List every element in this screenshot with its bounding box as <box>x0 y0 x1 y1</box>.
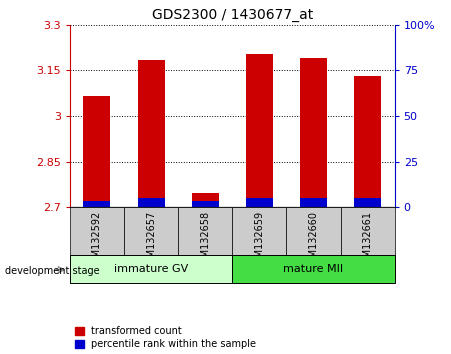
Bar <box>138 60 165 207</box>
Bar <box>232 255 395 283</box>
Bar <box>70 207 124 255</box>
Bar <box>70 255 232 283</box>
Bar <box>341 207 395 255</box>
Bar <box>300 198 327 207</box>
Text: mature MII: mature MII <box>283 264 344 274</box>
Bar <box>178 207 232 255</box>
Text: GSM132659: GSM132659 <box>254 211 264 270</box>
Bar <box>83 96 110 207</box>
Bar <box>138 198 165 207</box>
Bar <box>354 76 381 207</box>
Text: GSM132592: GSM132592 <box>92 211 102 270</box>
Bar <box>300 58 327 207</box>
Bar <box>192 193 219 207</box>
Text: GSM132657: GSM132657 <box>146 211 156 270</box>
Text: immature GV: immature GV <box>114 264 188 274</box>
Bar <box>286 207 341 255</box>
Bar <box>192 201 219 207</box>
Bar <box>354 198 381 207</box>
Title: GDS2300 / 1430677_at: GDS2300 / 1430677_at <box>152 8 313 22</box>
Bar <box>232 207 286 255</box>
Bar <box>124 207 178 255</box>
Bar <box>246 198 273 207</box>
Bar <box>83 201 110 207</box>
Legend: transformed count, percentile rank within the sample: transformed count, percentile rank withi… <box>75 326 256 349</box>
Text: GSM132661: GSM132661 <box>363 211 373 270</box>
Text: GSM132658: GSM132658 <box>200 211 210 270</box>
Text: GSM132660: GSM132660 <box>308 211 318 270</box>
Text: development stage: development stage <box>5 266 99 276</box>
Bar <box>246 54 273 207</box>
